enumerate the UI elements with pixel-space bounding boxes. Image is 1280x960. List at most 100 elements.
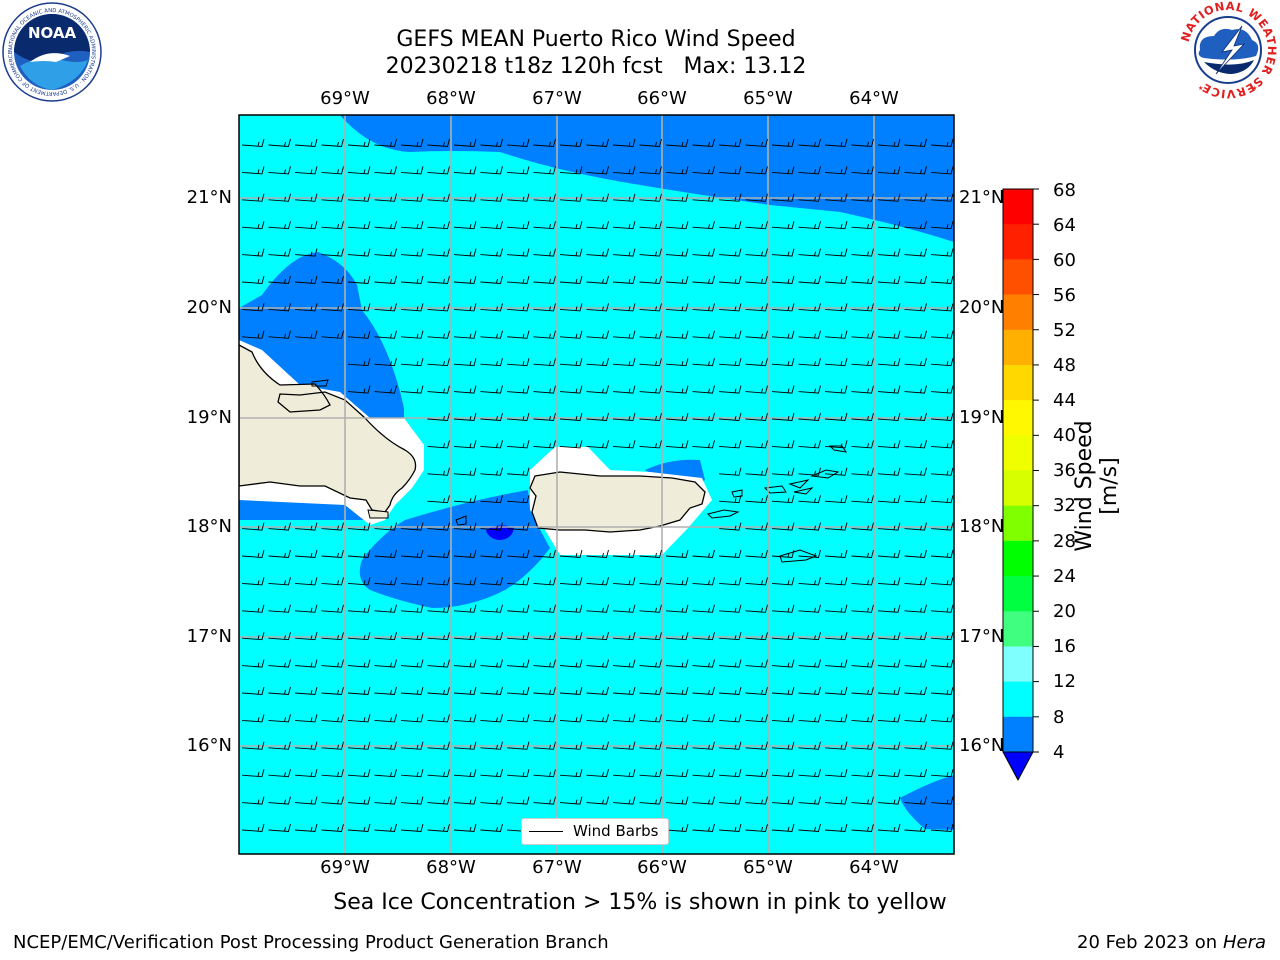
wind-barb <box>453 522 477 531</box>
wind-barb <box>347 193 371 202</box>
wind-barb <box>400 385 424 394</box>
wind-barb <box>612 275 636 284</box>
colorbar-tick-label: 36 <box>1053 460 1076 481</box>
wind-barb <box>241 330 265 339</box>
wind-barb <box>480 495 503 504</box>
wind-barb <box>930 440 954 449</box>
wind-barb <box>427 412 450 421</box>
wind-barb <box>321 577 344 586</box>
wind-barb <box>665 440 689 449</box>
wind-barb <box>347 358 371 367</box>
wind-barb <box>533 632 556 641</box>
wind-barb <box>930 659 954 668</box>
culebra-island <box>731 489 743 498</box>
colorbar-title: Wind Speed [m/s] <box>1072 420 1122 552</box>
wind-barb <box>586 221 609 230</box>
wind-barb <box>612 303 636 312</box>
wind-barb <box>241 166 265 175</box>
wind-barb <box>533 303 556 312</box>
wind-barb <box>824 632 848 641</box>
wind-barb <box>506 440 530 449</box>
wind-barb <box>798 659 821 668</box>
wind-barb <box>718 741 742 750</box>
colorbar-tick-label: 52 <box>1053 320 1076 341</box>
wind-barb <box>798 385 821 394</box>
wind-barb <box>559 604 583 613</box>
wind-barb <box>877 248 901 257</box>
wind-barb <box>612 632 636 641</box>
lat-label-left: 19°N <box>186 407 232 428</box>
wind-barb <box>904 796 927 805</box>
wind-barb <box>480 138 503 147</box>
colorbar-tick-label: 56 <box>1053 285 1076 306</box>
wind-barb <box>506 303 530 312</box>
wind-barb <box>586 632 609 641</box>
wind-barb <box>639 604 662 613</box>
wind-barb <box>824 796 848 805</box>
wind-barb <box>824 138 848 147</box>
wind-barb <box>480 193 503 202</box>
wind-barb <box>506 741 530 750</box>
wind-region-calm <box>486 525 514 540</box>
wind-barb <box>639 632 662 641</box>
wind-barb <box>692 275 715 284</box>
colorbar-tick-label: 48 <box>1053 355 1076 376</box>
wind-barb <box>427 577 450 586</box>
wind-barb <box>851 166 874 175</box>
wind-barb <box>400 549 424 558</box>
wind-barb <box>506 412 530 421</box>
wind-barb <box>268 275 291 284</box>
wind-barb <box>400 741 424 750</box>
wind-barb <box>851 412 874 421</box>
wind-barb <box>427 193 450 202</box>
colorbar-bin <box>1003 329 1033 366</box>
wind-barb <box>798 714 821 723</box>
wind-barb <box>665 138 689 147</box>
wind-barb <box>798 138 821 147</box>
wind-barb <box>268 823 291 832</box>
wind-barb <box>506 604 530 613</box>
wind-barb <box>612 412 636 421</box>
wind-barb <box>851 577 874 586</box>
wind-barb <box>612 741 636 750</box>
lon-label-bottom: 66°W <box>637 857 687 878</box>
wind-barb <box>268 577 291 586</box>
wind-barb <box>586 686 609 695</box>
wind-barb <box>612 440 636 449</box>
wind-barb <box>771 495 795 504</box>
wind-barb <box>453 659 477 668</box>
wind-barb <box>374 632 397 641</box>
wind-barb <box>771 358 795 367</box>
wind-barb <box>374 275 397 284</box>
wind-barb <box>718 275 742 284</box>
wind-barb <box>718 823 742 832</box>
wind-barb <box>665 166 689 175</box>
wind-barb <box>877 796 901 805</box>
wind-barb <box>718 440 742 449</box>
wind-barb <box>347 769 371 778</box>
wind-barb <box>824 686 848 695</box>
wind-barb <box>771 522 795 531</box>
wind-barb <box>745 303 768 312</box>
wind-barb <box>745 769 768 778</box>
wind-barb <box>665 741 689 750</box>
wind-barb <box>374 549 397 558</box>
wind-barb <box>718 796 742 805</box>
wind-barb <box>824 193 848 202</box>
wind-barb <box>771 385 795 394</box>
wind-barb <box>798 769 821 778</box>
wind-barb <box>453 412 477 421</box>
wind-barb <box>427 248 450 257</box>
wind-barb <box>347 330 371 339</box>
wind-barb <box>904 522 927 531</box>
wind-barb <box>374 714 397 723</box>
wind-barb <box>665 604 689 613</box>
wind-barb <box>824 330 848 339</box>
wind-barb <box>930 714 954 723</box>
lon-label-top: 67°W <box>532 88 582 109</box>
wind-barb <box>294 330 318 339</box>
wind-barb <box>480 440 503 449</box>
wind-barb <box>771 632 795 641</box>
wind-barb <box>612 604 636 613</box>
wind-barb <box>347 659 371 668</box>
